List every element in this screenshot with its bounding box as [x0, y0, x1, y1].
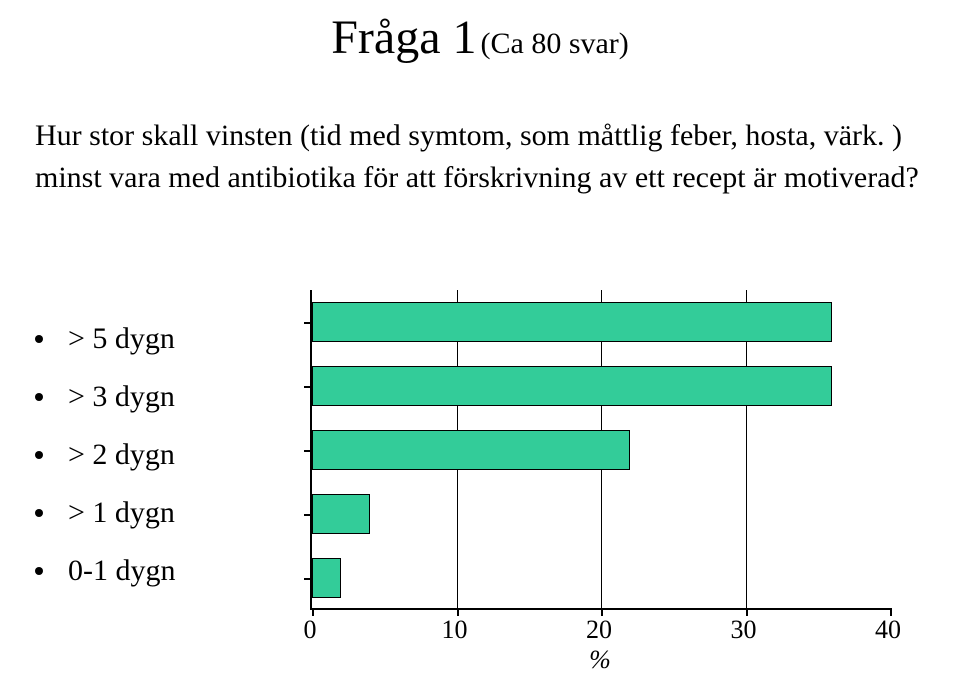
bar — [312, 494, 370, 534]
category-bullet-list: > 5 dygn > 3 dygn > 2 dygn > 1 dygn 0-1 dygn — [35, 310, 285, 600]
y-tick — [304, 578, 312, 580]
bar-chart: 010203040 % — [310, 290, 890, 670]
category-label: 0-1 dygn — [68, 554, 176, 588]
page-title: Fråga 1 (Ca 80 svar) — [0, 10, 960, 65]
x-axis-labels: 010203040 — [310, 615, 890, 645]
x-tick-label: 30 — [731, 615, 757, 645]
bar — [312, 558, 341, 598]
bar — [312, 430, 630, 470]
category-bullet: > 1 dygn — [35, 484, 285, 542]
bullet-dot-icon — [35, 509, 43, 517]
title-sub: (Ca 80 svar) — [481, 27, 629, 60]
category-bullet: > 3 dygn — [35, 368, 285, 426]
plot-area — [310, 290, 890, 610]
question-text: Hur stor skall vinsten (tid med symtom, … — [35, 115, 925, 199]
page: Fråga 1 (Ca 80 svar) Hur stor skall vins… — [0, 0, 960, 695]
category-label: > 2 dygn — [68, 438, 175, 472]
bullet-dot-icon — [35, 335, 43, 343]
y-tick — [304, 514, 312, 516]
bar — [312, 366, 832, 406]
category-bullet: > 5 dygn — [35, 310, 285, 368]
title-main: Fråga 1 — [331, 11, 476, 64]
bullet-dot-icon — [35, 393, 43, 401]
x-axis-title: % — [310, 645, 890, 675]
x-tick-label: 40 — [875, 615, 901, 645]
category-bullet: 0-1 dygn — [35, 542, 285, 600]
y-tick — [304, 450, 312, 452]
category-label: > 5 dygn — [68, 322, 175, 356]
bullet-dot-icon — [35, 567, 43, 575]
bullet-dot-icon — [35, 451, 43, 459]
y-tick — [304, 386, 312, 388]
bar — [312, 302, 832, 342]
y-tick — [304, 322, 312, 324]
category-label: > 3 dygn — [68, 380, 175, 414]
x-tick-label: 10 — [442, 615, 468, 645]
x-tick-label: 0 — [304, 615, 317, 645]
category-bullet: > 2 dygn — [35, 426, 285, 484]
x-tick-label: 20 — [586, 615, 612, 645]
category-label: > 1 dygn — [68, 496, 175, 530]
